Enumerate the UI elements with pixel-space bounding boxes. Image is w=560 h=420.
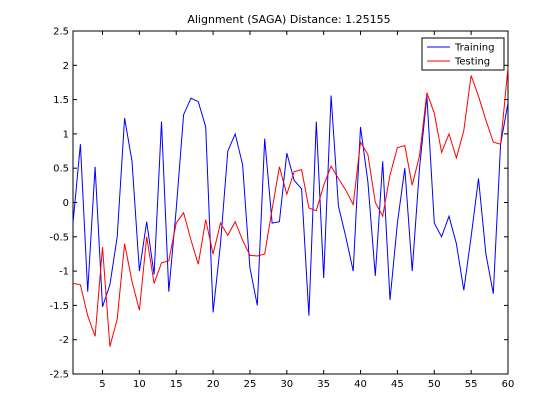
y-tick-label: 1.5 [53,95,69,106]
legend-label-training: Training [454,43,494,54]
legend-box [421,37,505,71]
x-tick-label: 55 [465,379,478,390]
y-tick-label: -1 [59,267,69,278]
y-tick-label: 2 [63,61,69,72]
y-tick-label: 0 [63,198,69,209]
x-tick-label: 25 [244,379,257,390]
y-tick-label: -1.5 [49,301,69,312]
y-tick-label: -2 [59,335,69,346]
series-lines [72,67,509,347]
series-line-training [72,95,509,316]
legend-label-testing: Testing [454,57,490,68]
axis-ticks: 5 10 15 20 25 30 35 40 45 50 55 60-2.5-2-1.5-1-0.50… [49,27,514,391]
x-tick-label: 10 [133,379,146,390]
x-tick-label: 30 [280,379,293,390]
x-tick-label: 20 [207,379,220,390]
y-tick-label: -0.5 [49,232,69,243]
x-tick-label: 45 [391,379,404,390]
x-tick-label: 40 [354,379,367,390]
x-tick-label: 50 [428,379,441,390]
series-line-testing [72,67,509,347]
y-tick-label: -2.5 [49,370,69,381]
plot-area [72,30,509,375]
y-tick-label: 0.5 [53,164,69,175]
y-tick-label: 2.5 [53,27,69,38]
x-tick-label: 5 [99,379,105,390]
x-tick-label: 35 [317,379,330,390]
x-tick-label: 15 [170,379,183,390]
chart-title: Alignment (SAGA) Distance: 1.25155 [187,13,390,26]
x-tick-label: 60 [502,379,515,390]
legend: Training Testing [421,37,505,71]
y-tick-label: 1 [63,129,69,140]
